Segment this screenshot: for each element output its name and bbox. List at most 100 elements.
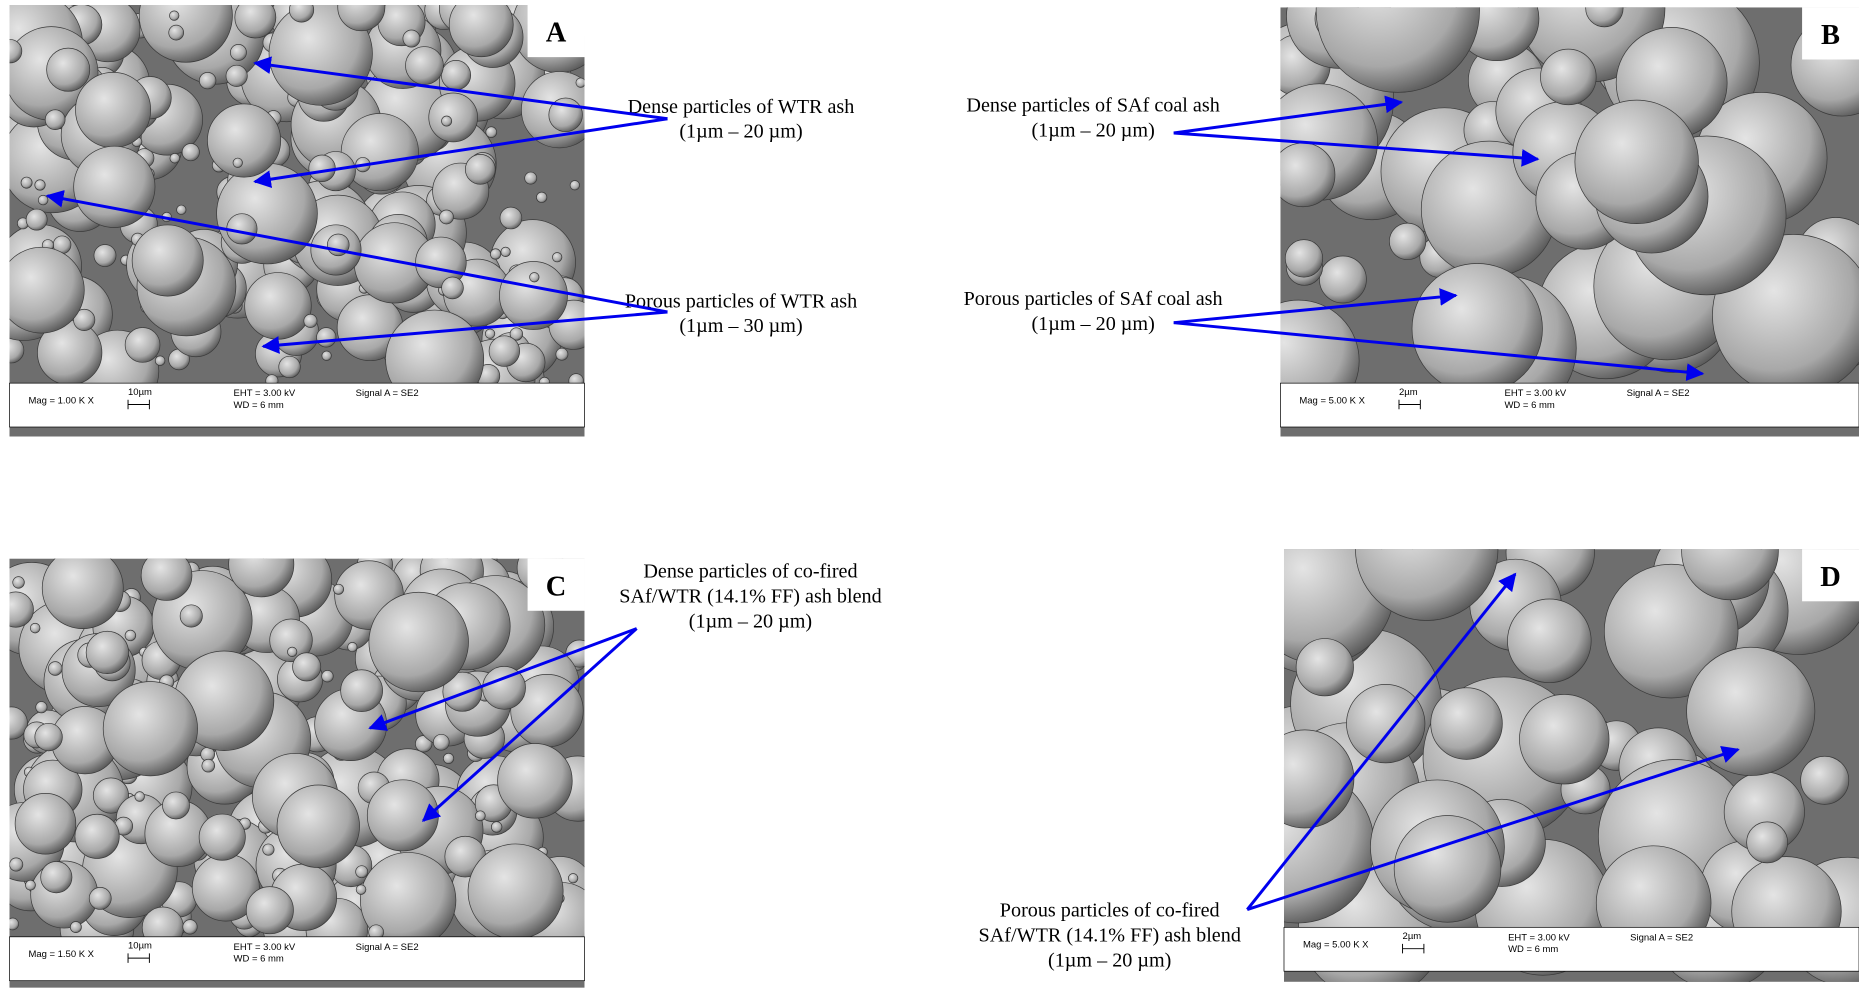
particle [13,577,25,589]
particle [235,0,276,38]
particle [293,653,321,681]
particle [1319,256,1366,303]
eht: EHT = 3.00 kV [1505,388,1567,399]
particle [1747,822,1788,863]
eht: EHT = 3.00 kV [234,388,296,399]
wd: WD = 6 mm [234,954,284,965]
particle [489,336,520,367]
particle [70,922,81,933]
eht: EHT = 3.00 kV [1508,932,1570,943]
particle [103,681,197,775]
particle [141,550,192,601]
particle [1412,263,1542,393]
panel-label: D [1820,562,1841,593]
particle [10,858,23,871]
particle [163,792,190,819]
particle [570,180,579,189]
particle [499,262,567,330]
particle [429,93,478,142]
mag: Mag = 5.00 K X [1303,939,1369,950]
particle [230,44,246,60]
particle [277,785,360,868]
particle [15,793,76,854]
info-bar [1280,383,1859,427]
particle [1431,688,1503,760]
wd: WD = 6 mm [234,400,284,411]
signal: Signal A = SE2 [1630,932,1693,943]
particle [1507,599,1591,683]
particle [439,210,453,224]
particle [530,273,539,282]
particle [202,759,215,772]
annotation: Porous particles of WTR ash [625,290,857,312]
annotation: SAf/WTR (14.1% FF) ash blend [619,585,881,607]
micrograph [1220,478,1859,988]
annotation: (1µm – 20 µm) [689,610,812,632]
particle [30,623,40,633]
particle [199,72,216,89]
particle [1801,756,1849,804]
mag: Mag = 1.50 K X [28,949,94,960]
particle [38,195,48,205]
wd: WD = 6 mm [1508,944,1558,955]
particle [475,811,485,821]
particle [556,348,568,360]
particle [1687,647,1815,775]
info-bar [1284,927,1859,971]
particle [155,356,165,366]
particle [442,277,464,299]
particle [500,207,522,229]
particle [0,707,27,739]
particle [135,792,145,802]
particle [233,158,242,167]
micrograph [0,518,610,987]
particle [317,328,336,347]
particle [125,327,160,362]
particle [47,48,90,91]
particle [348,642,357,651]
page: {"panels": [ {"label": "A", "info": {"ma… [0,0,1859,988]
particle [333,584,343,594]
particle [536,192,546,202]
particle [263,844,274,855]
particle [0,592,33,627]
particle [169,11,178,20]
annotation: Porous particles of SAf coal ash [964,288,1223,310]
scale-label: 2µm [1399,387,1418,398]
particle [356,866,368,878]
particle [245,273,312,340]
particle [322,351,331,360]
particle [369,592,469,692]
particle [89,887,111,909]
annotation: Dense particles of SAf coal ash [966,95,1219,117]
particle [289,0,313,22]
micrograph [0,0,605,436]
particle [1256,730,1354,828]
annotation: (1µm – 30 µm) [679,315,802,337]
particle [1296,639,1353,696]
signal: Signal A = SE2 [356,942,419,953]
particle [169,25,184,40]
scale-label: 2µm [1403,931,1422,942]
particle [576,78,585,87]
annotation: (1µm – 20 µm) [1031,120,1154,142]
particle [1575,100,1699,224]
particle [1355,478,1498,621]
particle [341,670,383,712]
info-bar [9,937,584,981]
particle [35,180,45,190]
particle [0,338,24,363]
particle [0,39,22,62]
annotation: (1µm – 20 µm) [679,121,802,143]
particle [226,65,247,86]
particle [86,631,128,673]
particle [1285,240,1322,277]
particle [74,146,155,227]
particle [1540,49,1596,105]
particle [125,630,136,641]
annotation: Dense particles of WTR ash [628,96,855,118]
panel-label: A [546,18,567,49]
panel-label: B [1821,20,1840,51]
